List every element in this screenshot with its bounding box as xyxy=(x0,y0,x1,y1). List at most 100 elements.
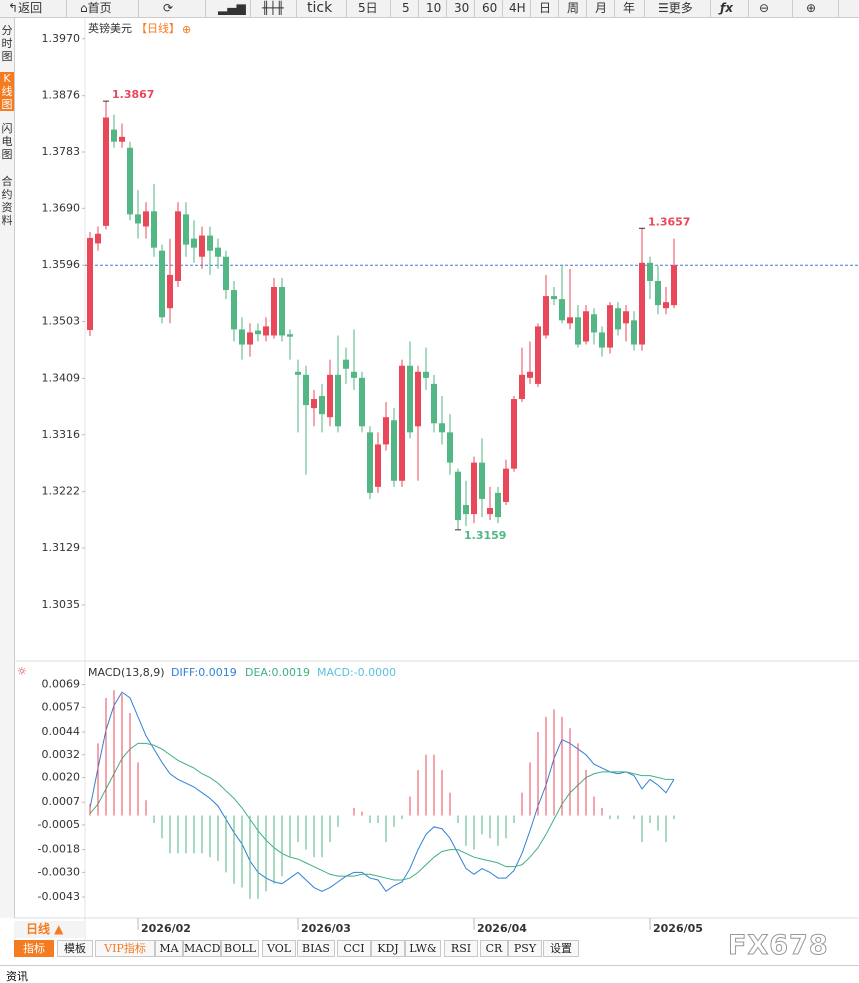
y-tick-label: 1.3316 xyxy=(42,428,81,441)
y-tick-label: -0.0030 xyxy=(38,865,80,878)
candle-body xyxy=(407,365,413,433)
sidebar-tab[interactable]: 闪电图 xyxy=(1,122,13,161)
refresh-icon[interactable]: ⟳ xyxy=(163,1,174,15)
candle-body xyxy=(335,374,341,427)
candle-body xyxy=(487,508,493,515)
candle-body xyxy=(663,302,669,309)
candle-body xyxy=(671,265,677,306)
indicator-tab[interactable]: 指标 xyxy=(14,940,54,957)
chart-title: 英镑美元 xyxy=(88,21,132,35)
period-button[interactable]: 30 xyxy=(454,1,470,15)
period-button[interactable]: 日 xyxy=(539,1,552,15)
period-button[interactable]: 5 xyxy=(402,1,410,15)
candle-body xyxy=(599,332,605,348)
sidebar: 分时图 K线图 闪电图 合约资料 xyxy=(0,18,15,918)
candle-body xyxy=(279,287,285,336)
tick-button[interactable]: tick xyxy=(307,0,333,16)
candle-body xyxy=(295,371,301,375)
candle-body xyxy=(199,235,205,257)
candle-body xyxy=(239,329,245,345)
indicator-tab[interactable]: PSY xyxy=(508,940,542,957)
candle-body xyxy=(583,311,589,342)
indicator-tab[interactable]: RSI xyxy=(444,940,478,957)
candle-body xyxy=(559,299,565,321)
x-tick-label: 2026/03 xyxy=(301,922,351,935)
period-selector[interactable]: 日线 ▲ xyxy=(14,921,84,938)
candle-body xyxy=(215,247,221,257)
legend-dea: DEA:0.0019 xyxy=(245,666,310,679)
separator xyxy=(346,0,347,17)
y-tick-label: 0.0032 xyxy=(42,748,81,761)
candle-body xyxy=(655,280,661,306)
period-button[interactable]: 周 xyxy=(567,1,580,15)
settings-icon[interactable]: ☼ xyxy=(17,665,27,678)
indicator-tab[interactable]: CCI xyxy=(337,940,371,957)
extreme-label: 1.3159 xyxy=(464,529,506,542)
indicator-tab[interactable]: MACD xyxy=(183,940,221,957)
candle-body xyxy=(247,332,253,345)
indicator-tab[interactable]: CR xyxy=(480,940,508,957)
candle-body xyxy=(527,371,533,378)
period-button[interactable]: 5日 xyxy=(358,1,378,15)
more-button[interactable]: ☰更多 xyxy=(658,1,693,15)
candle-body xyxy=(103,117,109,226)
candle-body xyxy=(263,326,269,336)
zoom-out-icon[interactable]: ⊖ xyxy=(759,1,770,15)
y-tick-label: 1.3876 xyxy=(42,89,81,102)
period-button[interactable]: 10 xyxy=(426,1,442,15)
sidebar-tab[interactable]: 合约资料 xyxy=(1,175,13,227)
candle-icon[interactable]: ╫┼╫ xyxy=(262,1,284,15)
back-button[interactable]: ↰返回 xyxy=(8,1,43,15)
indicator-tab[interactable]: LW& xyxy=(405,940,441,957)
indicator-line xyxy=(89,691,675,893)
y-tick-label: -0.0005 xyxy=(38,818,80,831)
chart: 英镑美元 【日线】 ⊕ ☼ MACD(13,8,9) DIFF:0.0019 D… xyxy=(14,18,859,940)
y-tick-label: 1.3970 xyxy=(42,32,81,45)
candle-body xyxy=(175,211,181,281)
formula-icon[interactable]: ƒx xyxy=(720,1,733,15)
chart-title-icon[interactable]: ⊕ xyxy=(182,23,191,36)
period-button[interactable]: 60 xyxy=(482,1,498,15)
indicator-tab[interactable]: BIAS xyxy=(297,940,335,957)
period-button[interactable]: 4H xyxy=(509,1,526,15)
candle-body xyxy=(415,371,421,427)
indicator-tab[interactable]: VIP指标 xyxy=(95,940,155,957)
candle-body xyxy=(567,317,573,324)
x-tick-label: 2026/04 xyxy=(477,922,527,935)
sidebar-tab[interactable]: 分时图 xyxy=(1,24,13,63)
y-tick-label: 1.3596 xyxy=(42,258,81,271)
y-tick-label: 1.3783 xyxy=(42,145,81,158)
candle-body xyxy=(111,129,117,142)
more-label: 更多 xyxy=(668,1,693,15)
candle-body xyxy=(447,432,453,463)
indicator-tab[interactable]: 模板 xyxy=(57,940,93,957)
y-tick-label: 0.0069 xyxy=(42,678,81,691)
candle-body xyxy=(575,317,581,345)
period-button[interactable]: 月 xyxy=(595,1,608,15)
bar-chart-icon[interactable]: ▂▄▆ xyxy=(218,1,246,15)
indicator-tab[interactable]: BOLL xyxy=(221,940,259,957)
indicator-tab[interactable]: VOL xyxy=(262,940,296,957)
separator xyxy=(390,0,391,17)
candle-body xyxy=(319,396,325,415)
indicator-tab[interactable]: 设置 xyxy=(543,940,579,957)
separator xyxy=(418,0,419,17)
period-button[interactable]: 年 xyxy=(623,1,636,15)
sidebar-tab-active[interactable]: K线图 xyxy=(0,72,14,111)
candle-body xyxy=(535,326,541,384)
zoom-in-icon[interactable]: ⊕ xyxy=(806,1,817,15)
separator xyxy=(614,0,615,17)
separator xyxy=(644,0,645,17)
candle-body xyxy=(255,330,261,335)
separator xyxy=(710,0,711,17)
x-tick-label: 2026/02 xyxy=(141,922,191,935)
candle-body xyxy=(167,274,173,309)
indicator-tab[interactable]: MA xyxy=(155,940,183,957)
home-button[interactable]: ⌂首页 xyxy=(80,1,112,15)
separator xyxy=(558,0,559,17)
indicator-tab[interactable]: KDJ xyxy=(371,940,405,957)
footer-label[interactable]: 资讯 xyxy=(6,970,28,983)
candle-body xyxy=(343,359,349,369)
x-tick-label: 2026/05 xyxy=(653,922,703,935)
separator xyxy=(586,0,587,17)
